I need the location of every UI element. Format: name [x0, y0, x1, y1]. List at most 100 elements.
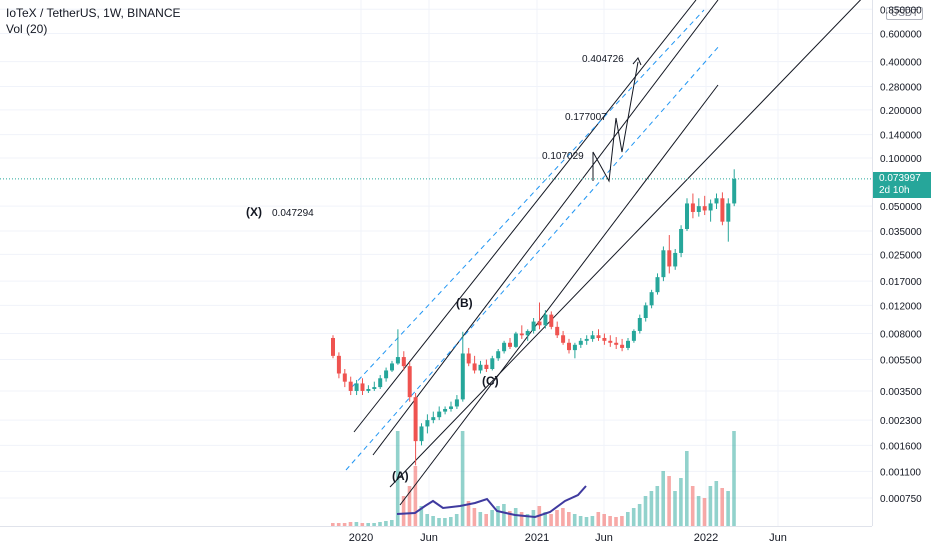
candle-body — [395, 357, 400, 364]
candle-body — [708, 203, 713, 211]
projection-arrowhead — [632, 57, 642, 66]
volume-bar — [543, 512, 547, 526]
candle-body — [508, 342, 512, 347]
candle-body — [502, 342, 507, 352]
candle-body — [431, 417, 436, 421]
volume-bar — [336, 523, 341, 526]
volume-bar — [354, 522, 359, 526]
volume-bar — [549, 514, 553, 526]
candle-body — [331, 337, 335, 356]
volume-indicator-label[interactable]: Vol (20) — [6, 22, 48, 36]
candle-body — [407, 366, 412, 398]
volume-bar — [620, 516, 624, 526]
volume-bar — [460, 431, 465, 526]
channel-lower-line — [399, 84, 719, 506]
candle-body — [401, 357, 406, 367]
volume-bar — [342, 523, 347, 526]
candle-body — [667, 250, 672, 267]
volume-bar — [390, 520, 394, 526]
candle-body — [366, 388, 371, 391]
volume-bar — [655, 486, 660, 526]
volume-bar — [378, 522, 382, 526]
volume-bar — [608, 516, 612, 526]
annotation-label: 0.404726 — [582, 54, 624, 65]
candle-body — [336, 355, 341, 374]
candle-body — [460, 353, 465, 400]
axis-corner — [872, 526, 932, 550]
volume-bar — [484, 514, 488, 526]
volume-bar — [407, 486, 412, 526]
time-axis[interactable] — [0, 526, 932, 551]
volume-bar — [502, 504, 506, 526]
candle-body — [342, 373, 347, 382]
candle-body — [449, 406, 453, 409]
annotation-label: (X) — [246, 205, 262, 219]
volume-bar — [643, 496, 648, 526]
candle-body — [472, 363, 477, 371]
candle-body — [626, 340, 630, 348]
volume-bar — [708, 486, 713, 526]
last-price-badge: 0.073997 2d 10h — [873, 172, 931, 198]
candle-body — [425, 420, 430, 427]
volume-bar — [496, 506, 500, 526]
volume-bar — [508, 511, 512, 526]
volume-bar — [454, 514, 459, 526]
candle-body — [437, 411, 442, 418]
channel-upper-mid-line — [372, 0, 719, 456]
volume-bar — [732, 431, 736, 526]
symbol-title[interactable]: IoTeX / TetherUS, 1W, BINANCE — [6, 6, 181, 20]
volume-bar — [690, 486, 695, 526]
candle-body — [513, 333, 518, 347]
candle-body — [372, 387, 377, 389]
candle-body — [614, 342, 619, 345]
candle-body — [378, 378, 383, 388]
candle-body — [649, 292, 654, 306]
volume-bar — [673, 491, 677, 526]
volume-bar — [572, 514, 577, 526]
candle-body — [525, 330, 530, 336]
volume-bar — [702, 498, 707, 526]
candle-body — [643, 305, 648, 318]
candle-body — [561, 335, 566, 343]
volume-bar — [472, 508, 477, 526]
volume-bar — [555, 510, 559, 526]
volume-bar — [513, 508, 518, 526]
candle-body — [661, 250, 666, 278]
volume-bar — [437, 518, 441, 526]
candle-body — [637, 318, 642, 331]
volume-bar — [525, 514, 530, 526]
candle-body — [390, 363, 394, 371]
last-price-value: 0.073997 — [879, 173, 921, 184]
candle-body — [419, 426, 424, 442]
candle-body — [720, 198, 725, 222]
volume-bar — [431, 516, 435, 526]
candle-body — [490, 358, 495, 370]
candle-body — [702, 206, 707, 211]
candle-body — [549, 314, 554, 327]
candle-body — [578, 340, 583, 345]
volume-bar — [602, 514, 606, 526]
candle-body — [567, 342, 571, 351]
volume-bar — [720, 488, 724, 526]
candle-body — [590, 335, 595, 339]
volume-bar — [519, 512, 524, 526]
candle-body — [478, 364, 483, 371]
candle-body — [602, 337, 607, 341]
volume-bar — [466, 501, 471, 526]
candle-body — [348, 381, 353, 391]
candle-body — [696, 206, 701, 212]
volume-bar — [443, 518, 447, 526]
price-axis[interactable] — [872, 0, 932, 526]
volume-bar — [360, 523, 365, 526]
annotation-label: (A) — [392, 469, 409, 483]
candle-body — [673, 252, 678, 267]
candle-body — [620, 344, 625, 348]
volume-bar — [714, 481, 719, 526]
annotation-label: (C) — [482, 374, 499, 388]
candle-body — [690, 203, 695, 212]
annotation-label: (B) — [456, 296, 473, 310]
annotation-label: 0.177007 — [565, 112, 607, 123]
dashed-line-upper — [351, 9, 705, 388]
volume-bar — [590, 516, 595, 526]
